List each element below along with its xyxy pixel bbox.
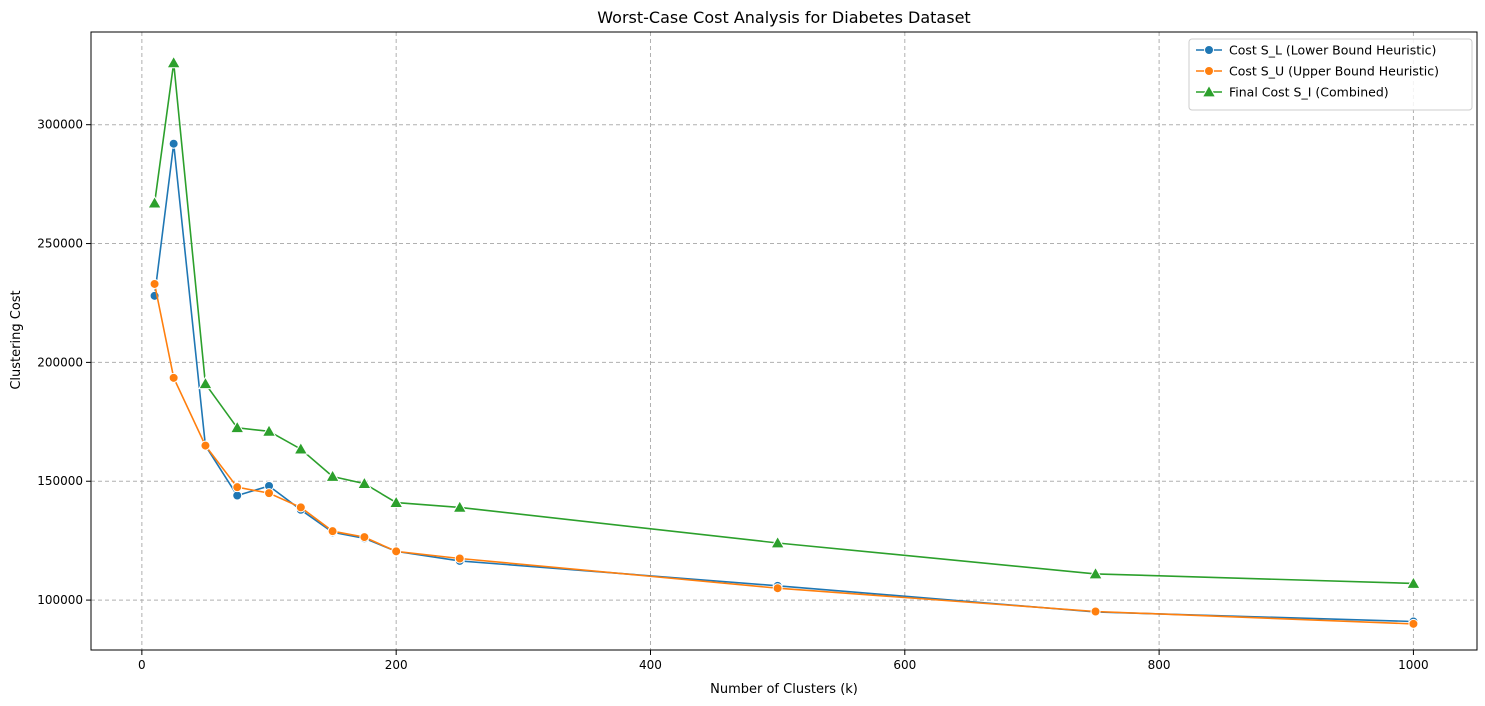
data-point (1406, 575, 1421, 589)
data-point (229, 420, 245, 434)
data-point (295, 502, 306, 513)
data-point (1408, 618, 1419, 629)
data-point (147, 195, 162, 209)
x-axis-label: Number of Clusters (k) (710, 682, 858, 697)
x-tick-label: 200 (385, 658, 408, 672)
y-tick-label: 100000 (37, 593, 83, 607)
data-point (232, 482, 243, 493)
data-point (454, 553, 465, 564)
series-layer (147, 55, 1421, 629)
chart-title: Worst-Case Cost Analysis for Diabetes Da… (597, 8, 970, 27)
data-point (359, 532, 370, 543)
data-point (327, 526, 338, 537)
plot-frame (90, 31, 1478, 651)
data-point (168, 138, 179, 149)
x-tick-label: 800 (1148, 658, 1171, 672)
data-point (198, 376, 213, 390)
legend-box (1188, 38, 1473, 111)
data-point (391, 546, 402, 557)
series-group (149, 278, 1419, 629)
data-point (200, 440, 211, 451)
series-line (153, 283, 1414, 625)
data-point (1090, 606, 1101, 617)
series-line (153, 143, 1414, 623)
y-tick-label: 300000 (37, 118, 83, 132)
y-axis-label: Clustering Cost (9, 290, 24, 389)
x-tick-label: 400 (639, 658, 662, 672)
data-point (261, 423, 277, 437)
y-tick-label: 250000 (37, 237, 83, 251)
legend-swatch-marker (1204, 66, 1214, 76)
data-point (1088, 566, 1103, 580)
data-point (357, 476, 372, 489)
data-point (264, 488, 275, 499)
x-tick-label: 600 (893, 658, 916, 672)
grid-layer (91, 32, 1477, 650)
legend-swatch-marker (1201, 84, 1217, 98)
series-group (149, 138, 1419, 627)
data-point (168, 372, 179, 383)
data-point (388, 495, 404, 509)
legend: Cost S_L (Lower Bound Heuristic) Cost S_U… (1188, 38, 1473, 111)
y-tick-label: 200000 (37, 355, 83, 369)
legend-entry-label: Cost S_L (Lower Bound Heuristic) (1229, 43, 1436, 58)
x-tick-label: 1000 (1398, 658, 1429, 672)
data-point (149, 278, 160, 289)
series-group (147, 55, 1421, 589)
data-point (770, 535, 786, 549)
legend-swatch-marker (1204, 45, 1214, 55)
tick-layer: 0 200 400 600 800 1000 100000 150000 200000 25000… (37, 118, 1429, 672)
data-point (452, 499, 468, 513)
data-point (772, 583, 783, 594)
series-line (153, 62, 1414, 585)
legend-entry-label: Final Cost S_I (Combined) (1229, 85, 1389, 100)
x-tick-label: 0 (138, 658, 146, 672)
y-tick-label: 150000 (37, 474, 83, 488)
data-point (232, 490, 243, 501)
data-point (293, 441, 309, 455)
data-point (325, 468, 340, 482)
legend-entry-label: Cost S_U (Upper Bound Heuristic) (1229, 64, 1439, 79)
data-point (166, 55, 182, 69)
